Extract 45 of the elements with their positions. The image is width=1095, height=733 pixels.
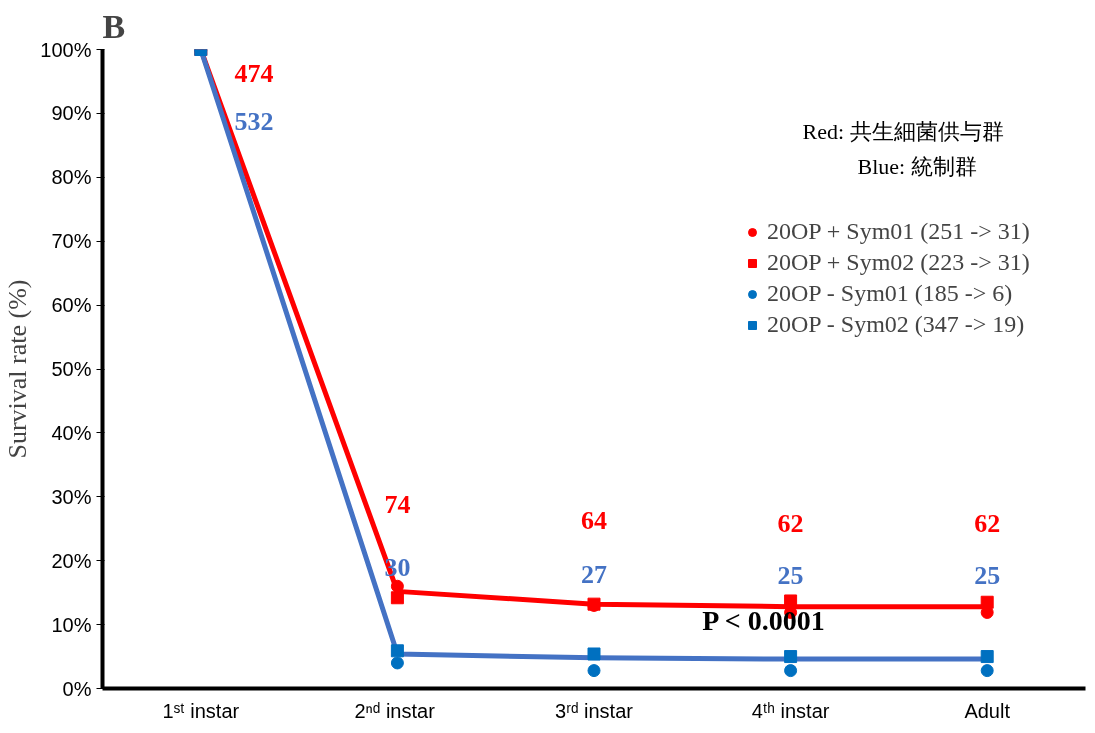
point xyxy=(784,650,798,664)
point xyxy=(980,595,994,609)
y-tick-label: 40% xyxy=(51,421,92,444)
y-tick-label: 60% xyxy=(51,294,92,317)
point xyxy=(390,579,404,593)
point xyxy=(390,591,404,605)
point xyxy=(587,664,601,678)
point xyxy=(980,664,994,678)
annotation: 27 xyxy=(581,559,607,589)
point xyxy=(784,664,798,678)
annotation: Red: 共生細菌供与群 xyxy=(802,118,1004,144)
legend-label: 20OP - Sym02 (347 -> 19) xyxy=(767,311,1025,338)
y-axis-title: Survival rate (%) xyxy=(3,279,33,459)
point xyxy=(587,647,601,661)
x-tick-label: 4ᵗʰ instar xyxy=(751,699,830,722)
y-tick-label: 100% xyxy=(40,38,92,61)
y-tick-label: 70% xyxy=(51,230,92,253)
annotation: 74 xyxy=(384,490,411,520)
annotation: 62 xyxy=(974,508,1001,538)
y-tick-label: 10% xyxy=(51,613,92,636)
annotation: 64 xyxy=(581,506,607,536)
annotation: 62 xyxy=(777,508,804,538)
y-tick-label: 30% xyxy=(51,485,92,508)
point xyxy=(980,650,994,664)
legend-label: 20OP - Sym01 (185 -> 6) xyxy=(767,280,1013,307)
annotation: 532 xyxy=(234,106,274,136)
annotation: P < 0.0001 xyxy=(702,605,825,637)
annotation: Blue: 統制群 xyxy=(857,153,977,179)
point xyxy=(390,656,404,670)
x-tick-label: 3ʳᵈ instar xyxy=(555,699,634,722)
y-tick-label: 80% xyxy=(51,166,92,189)
annotation: 25 xyxy=(974,561,1001,591)
point xyxy=(390,644,404,658)
annotation: 474 xyxy=(234,58,274,88)
legend-label: 20OP + Sym02 (223 -> 31) xyxy=(767,249,1030,276)
x-tick-label: 2ⁿᵈ instar xyxy=(354,699,436,722)
x-tick-label: Adult xyxy=(964,699,1011,722)
x-tick-label: 1ˢᵗ instar xyxy=(162,699,240,722)
annotation: 25 xyxy=(777,561,804,591)
y-tick-label: 50% xyxy=(51,358,92,380)
chart-title: B xyxy=(102,7,126,45)
legend-label: 20OP + Sym01 (251 -> 31) xyxy=(767,218,1030,245)
y-tick-label: 90% xyxy=(51,102,92,125)
y-tick-label: 20% xyxy=(51,549,92,572)
y-tick-label: 0% xyxy=(62,677,92,700)
